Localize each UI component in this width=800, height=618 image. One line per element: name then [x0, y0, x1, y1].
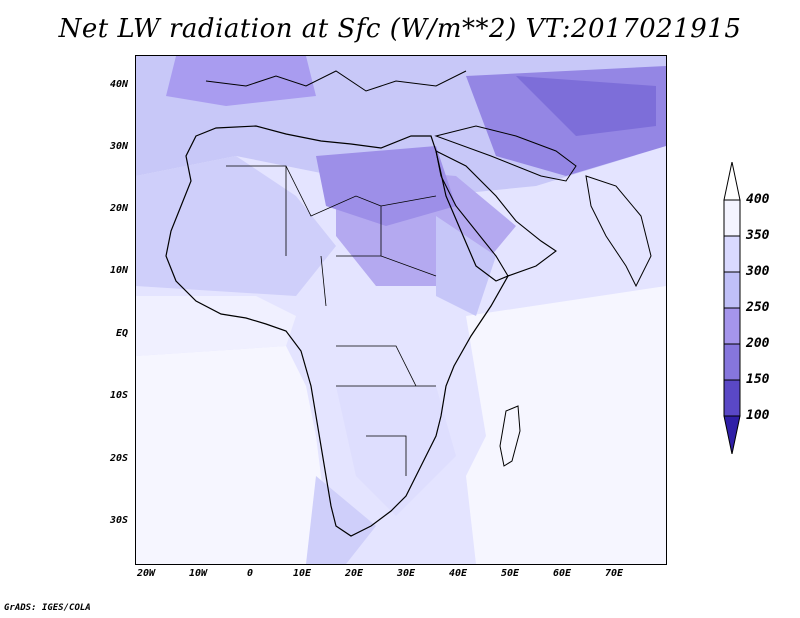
- lon-label-40e: 40E: [448, 568, 468, 579]
- colorbar-swatch-1: [723, 199, 741, 237]
- lon-label-60e: 60E: [552, 568, 572, 579]
- lon-label-30e: 30E: [396, 568, 416, 579]
- colorbar-label-300: 300: [746, 264, 770, 279]
- colorbar-swatch-6: [723, 379, 741, 417]
- map-canvas: [136, 56, 666, 564]
- lon-label-20e: 20E: [344, 568, 364, 579]
- field-libya-egypt: [316, 146, 456, 226]
- colorbar-swatch-4: [723, 307, 741, 345]
- colorbar-top-arrow: [723, 161, 741, 201]
- africa-coastline: [165, 125, 510, 537]
- lon-label-20w: 20W: [136, 568, 156, 579]
- lon-label-10e: 10E: [292, 568, 312, 579]
- field-south-atlantic: [136, 346, 346, 564]
- lat-label-20n: 20N: [109, 203, 128, 214]
- field-southern-africa: [336, 386, 456, 516]
- lat-label-30s: 30S: [109, 515, 128, 526]
- lat-label-20s: 20S: [109, 453, 128, 464]
- lat-label-10n: 10N: [109, 265, 128, 276]
- europe-coastline: [205, 70, 467, 92]
- radiation-map: [135, 55, 667, 565]
- colorbar-label-250: 250: [746, 300, 770, 315]
- field-ethiopia: [436, 216, 496, 316]
- grads-credit: GrADS: IGES/COLA: [4, 603, 91, 613]
- lat-label-30n: 30N: [109, 141, 128, 152]
- colorbar-label-150: 150: [746, 372, 770, 387]
- colorbar-label-350: 350: [746, 228, 770, 243]
- colorbar-swatch-5: [723, 343, 741, 381]
- lat-label-40n: 40N: [109, 79, 128, 90]
- field-med-west: [166, 56, 316, 106]
- colorbar-svg: [723, 161, 741, 455]
- field-gulf-guinea: [136, 296, 296, 356]
- country-borders: [226, 165, 437, 476]
- lon-label-50e: 50E: [500, 568, 520, 579]
- colorbar-label-400: 400: [746, 192, 770, 207]
- lat-label-10s: 10S: [109, 390, 128, 401]
- lon-label-10w: 10W: [188, 568, 208, 579]
- field-indian-ocean: [466, 286, 666, 564]
- colorbar: [722, 161, 742, 455]
- india-coastline: [585, 175, 652, 288]
- colorbar-swatch-2: [723, 235, 741, 273]
- madagascar-coastline: [499, 405, 521, 467]
- lat-label-eq: EQ: [115, 328, 128, 339]
- arabia-coastline: [435, 150, 557, 277]
- field-iran-high: [516, 76, 656, 136]
- map-title: Net LW radiation at Sfc (W/m**2) VT:2017…: [58, 14, 742, 44]
- colorbar-label-200: 200: [746, 336, 770, 351]
- colorbar-label-100: 100: [746, 408, 770, 423]
- lon-label-0: 0: [246, 568, 254, 579]
- colorbar-bottom-arrow: [723, 415, 741, 455]
- persian-gulf-coast: [434, 125, 577, 182]
- colorbar-swatch-3: [723, 271, 741, 309]
- lon-label-70e: 70E: [604, 568, 624, 579]
- field-cape: [306, 476, 376, 564]
